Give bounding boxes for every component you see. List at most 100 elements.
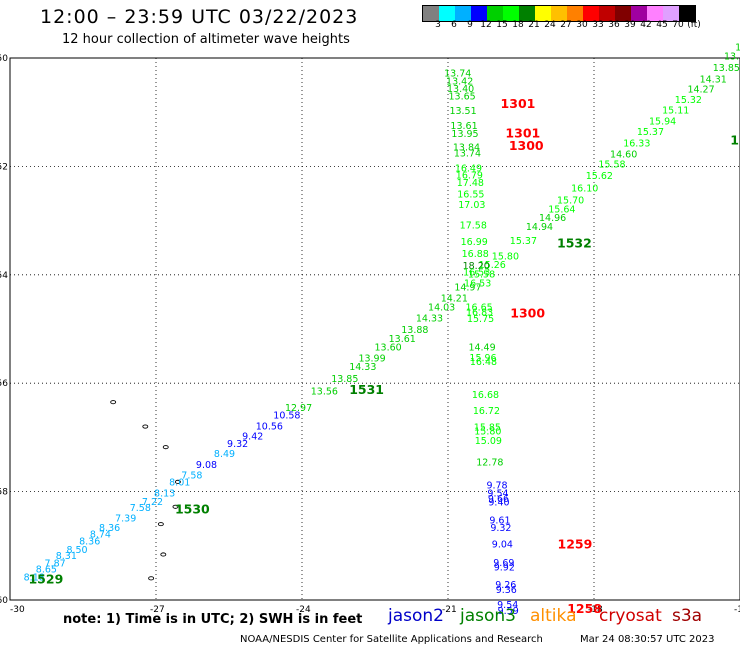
swh-value: 16.99 xyxy=(461,237,488,248)
pass-time-label: 153 xyxy=(730,133,740,148)
y-tick-label: -50 xyxy=(0,54,8,64)
pass-time-label: 1532 xyxy=(557,236,592,251)
swh-value: 14.49 xyxy=(468,343,495,354)
x-tick-label: -30 xyxy=(10,605,25,615)
swh-value: 16.79 xyxy=(456,170,483,181)
swh-value: 9.59 xyxy=(498,606,519,617)
pass-time-label: 1531 xyxy=(349,382,384,397)
swh-value: 9.04 xyxy=(492,539,513,550)
swh-value: 15.75 xyxy=(467,314,494,325)
swh-value: 8.65 xyxy=(36,564,57,575)
swh-value: 15.11 xyxy=(662,105,689,116)
swh-value: 13.99 xyxy=(358,354,385,365)
swh-value: 9.92 xyxy=(494,563,515,574)
swh-value: 15.26 xyxy=(479,260,506,271)
map-frame xyxy=(9,57,740,601)
swh-value: 15.37 xyxy=(637,127,664,138)
color-swatch xyxy=(567,6,583,21)
swh-value: 13.51 xyxy=(449,106,476,117)
swh-value: 15.70 xyxy=(557,195,584,206)
island-shape xyxy=(172,504,179,509)
swh-value: 15.80 xyxy=(474,427,501,438)
swh-value: 15.58 xyxy=(598,159,625,170)
island-shape xyxy=(160,552,167,557)
island-shape xyxy=(157,522,164,527)
swh-value: 8.18 xyxy=(24,572,45,583)
swh-value: 17.48 xyxy=(457,178,484,189)
swh-value: 16.48 xyxy=(470,357,497,368)
swh-value: 17.58 xyxy=(460,221,487,232)
color-scale-label: 6 xyxy=(451,20,457,30)
pass-time-label: 1529 xyxy=(28,572,63,587)
x-tick-label: -18 xyxy=(588,605,603,615)
swh-value: 13.40 xyxy=(447,84,474,95)
page-subtitle: 12 hour collection of altimeter wave hei… xyxy=(62,32,350,47)
swh-value: 16.65 xyxy=(466,303,493,314)
color-swatch xyxy=(535,6,551,21)
pass-time-label: 1259 xyxy=(558,537,593,552)
footer-timestamp: Mar 24 08:30:57 UTC 2023 xyxy=(580,634,715,645)
swh-value: 13.61 xyxy=(389,334,416,345)
pass-time-label: 1300 xyxy=(509,138,544,153)
swh-value: 9.54 xyxy=(487,488,508,499)
swh-value: 10.58 xyxy=(273,410,300,421)
swh-value: 8.31 xyxy=(56,551,77,562)
swh-value: 9.36 xyxy=(496,585,517,596)
color-swatch xyxy=(551,6,567,21)
color-swatch xyxy=(519,6,535,21)
island-shape xyxy=(110,400,117,405)
legend-jason2: jason2 xyxy=(388,606,444,626)
swh-value: 9.42 xyxy=(242,432,263,443)
color-swatch xyxy=(503,6,519,21)
y-tick-label: -58 xyxy=(0,488,8,498)
swh-value: 14.97 xyxy=(454,283,481,294)
swh-value: 13.85 xyxy=(713,63,740,74)
page-title: 12:00 – 23:59 UTC 03/22/2023 xyxy=(40,6,359,28)
swh-value: 9.78 xyxy=(486,480,507,491)
swh-value: 15.62 xyxy=(586,171,613,182)
swh-value: 14.33 xyxy=(349,362,376,373)
swh-value: 9.40 xyxy=(488,498,509,509)
swh-value: 13.60 xyxy=(375,343,402,354)
color-swatch xyxy=(615,6,631,21)
legend-jason3: jason3 xyxy=(460,606,516,626)
x-tick-label: -21 xyxy=(442,605,457,615)
swh-value: 16.53 xyxy=(464,279,491,290)
swh-value: 13.95 xyxy=(451,129,478,140)
color-swatch xyxy=(647,6,663,21)
swh-value: 7.58 xyxy=(130,503,151,514)
swh-value: 14.94 xyxy=(526,222,553,233)
swh-value: 15.37 xyxy=(510,236,537,247)
swh-value: 9.26 xyxy=(495,580,516,591)
color-scale-label: 45 xyxy=(656,20,668,30)
island-shape xyxy=(148,576,155,581)
legend-s3a: s3a xyxy=(672,606,703,626)
swh-value: 9.66 xyxy=(488,494,509,505)
footer-credit: NOAA/NESDIS Center for Satellite Applica… xyxy=(240,634,543,645)
swh-value: 9.54 xyxy=(497,600,518,611)
swh-value: 16.53 xyxy=(463,267,490,278)
color-scale-label: 12 xyxy=(480,20,492,30)
x-tick-label: -24 xyxy=(296,605,311,615)
swh-value: 8.36 xyxy=(99,523,120,534)
island-shape xyxy=(174,479,181,484)
swh-value: 15.94 xyxy=(649,117,676,128)
swh-value: 15.96 xyxy=(469,353,496,364)
swh-value: 7.39 xyxy=(115,513,136,524)
color-swatch xyxy=(423,6,439,21)
color-scale-label: 36 xyxy=(608,20,620,30)
color-scale-label: 21 xyxy=(528,20,540,30)
color-scale-label: 15 xyxy=(496,20,508,30)
x-tick-label: -15 xyxy=(734,605,740,615)
color-swatch xyxy=(487,6,503,21)
swh-value: 14.03 xyxy=(428,303,455,314)
color-swatch xyxy=(679,6,695,21)
color-swatch xyxy=(455,6,471,21)
swh-value: 15.85 xyxy=(474,422,501,433)
swh-value: 16.68 xyxy=(472,390,499,401)
swh-value: 7.87 xyxy=(45,558,66,569)
swh-value: 8.13 xyxy=(154,488,175,499)
color-scale-label: 42 xyxy=(640,20,652,30)
color-swatch xyxy=(631,6,647,21)
color-swatch xyxy=(663,6,679,21)
